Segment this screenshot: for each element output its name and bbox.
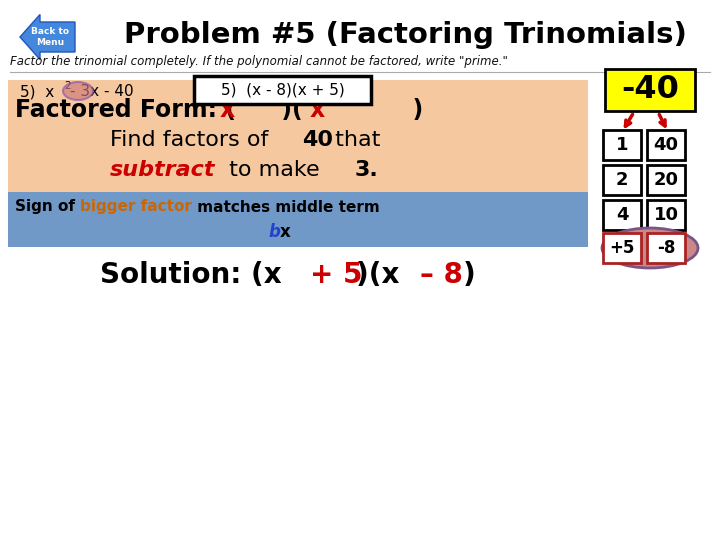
Ellipse shape xyxy=(602,228,698,268)
FancyArrow shape xyxy=(20,15,75,59)
FancyBboxPatch shape xyxy=(8,192,588,247)
Text: Sign of: Sign of xyxy=(15,199,80,214)
FancyBboxPatch shape xyxy=(647,233,685,263)
Text: 5)  (x - 8)(x + 5): 5) (x - 8)(x + 5) xyxy=(221,83,345,98)
Text: 3.: 3. xyxy=(355,160,379,180)
Text: 4: 4 xyxy=(616,206,629,224)
FancyBboxPatch shape xyxy=(647,165,685,195)
Text: 5)  x: 5) x xyxy=(20,84,54,99)
Text: Back to
Menu: Back to Menu xyxy=(31,28,69,46)
Text: 2: 2 xyxy=(616,171,629,189)
Text: )(: )( xyxy=(240,98,302,122)
Text: b: b xyxy=(268,223,280,241)
Text: 1: 1 xyxy=(616,136,629,154)
FancyBboxPatch shape xyxy=(603,233,641,263)
Text: ): ) xyxy=(330,98,423,122)
Text: subtract: subtract xyxy=(110,160,215,180)
Text: -8: -8 xyxy=(657,239,675,257)
Text: x: x xyxy=(220,98,235,122)
Text: Factored Form: (: Factored Form: ( xyxy=(15,98,236,122)
Text: + 5: + 5 xyxy=(310,261,362,289)
Text: Solution: (x: Solution: (x xyxy=(100,261,292,289)
Text: 20: 20 xyxy=(654,171,678,189)
Text: x: x xyxy=(280,223,291,241)
Ellipse shape xyxy=(63,82,93,100)
FancyBboxPatch shape xyxy=(647,200,685,230)
FancyBboxPatch shape xyxy=(603,130,641,160)
Text: – 8: – 8 xyxy=(420,261,463,289)
Text: Problem #5 (Factoring Trinomials): Problem #5 (Factoring Trinomials) xyxy=(124,21,686,49)
Text: ): ) xyxy=(463,261,476,289)
Text: to make: to make xyxy=(222,160,327,180)
Text: +5: +5 xyxy=(609,239,635,257)
Text: )(x: )(x xyxy=(356,261,409,289)
FancyBboxPatch shape xyxy=(603,200,641,230)
Text: Factor the trinomial completely. If the polynomial cannot be factored, write "pr: Factor the trinomial completely. If the … xyxy=(10,56,508,69)
FancyBboxPatch shape xyxy=(194,76,371,104)
Text: 40: 40 xyxy=(654,136,678,154)
FancyBboxPatch shape xyxy=(8,80,588,225)
Text: -40: -40 xyxy=(621,75,679,105)
Text: - 3x - 40: - 3x - 40 xyxy=(70,84,134,99)
Text: bigger factor: bigger factor xyxy=(80,199,192,214)
Text: 2: 2 xyxy=(64,81,71,91)
Text: Find factors of: Find factors of xyxy=(110,130,276,150)
Text: 40: 40 xyxy=(302,130,333,150)
Text: 10: 10 xyxy=(654,206,678,224)
Text: x: x xyxy=(310,98,325,122)
Text: matches middle term: matches middle term xyxy=(192,199,379,214)
FancyBboxPatch shape xyxy=(647,130,685,160)
FancyBboxPatch shape xyxy=(605,69,695,111)
FancyBboxPatch shape xyxy=(603,165,641,195)
Text: that: that xyxy=(328,130,380,150)
